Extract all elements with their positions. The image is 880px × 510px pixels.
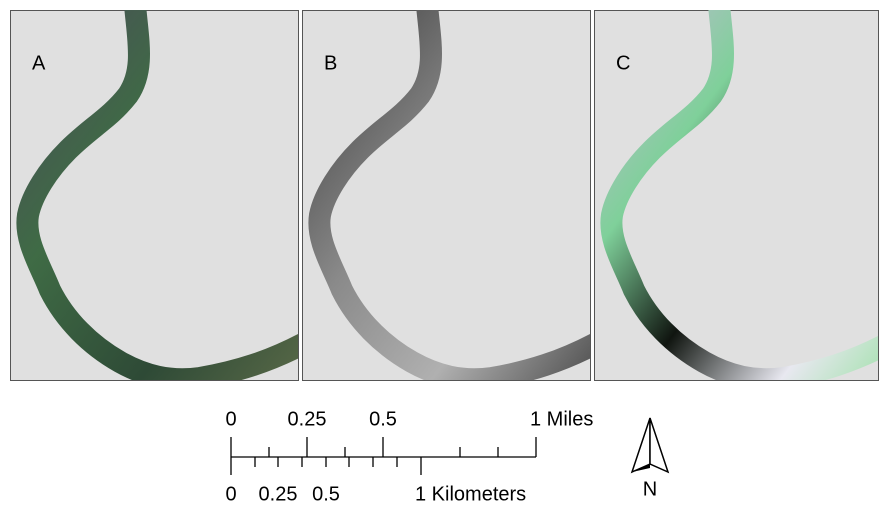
scale-bar [231,437,536,475]
panel-label: C [616,52,630,74]
miles-label: 0.5 [369,408,397,430]
panel-frame [11,11,299,381]
panel-c: C [595,5,880,381]
km-label: 0 [225,483,236,505]
panel-frame [595,11,879,381]
miles-ticks [231,437,536,457]
panel-label: B [324,52,337,74]
north-label: N [643,478,657,500]
miles-label: 1 Miles [530,408,593,430]
panel-label: A [32,52,46,74]
km-label: 1 Kilometers [415,483,526,505]
km-label: 0.25 [259,483,298,505]
km-label: 0.5 [312,483,340,505]
miles-label: 0.25 [288,408,327,430]
panel-a: A [11,5,311,381]
north-arrow: N [632,418,668,500]
miles-label: 0 [225,408,236,430]
panel-frame [303,11,591,381]
km-ticks [231,457,421,475]
panel-b: B [303,5,603,381]
